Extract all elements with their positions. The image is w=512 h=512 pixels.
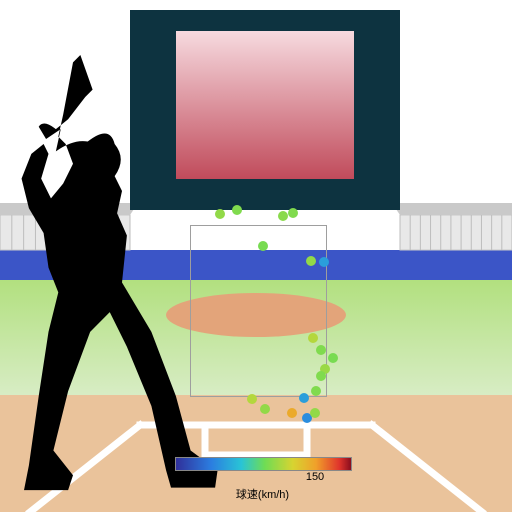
pitch-point (316, 371, 326, 381)
pitch-point (232, 205, 242, 215)
pitch-point (319, 257, 329, 267)
pitch-point (299, 393, 309, 403)
speed-colorbar: 100 150 球速(km/h) (175, 457, 350, 502)
pitch-point (247, 394, 257, 404)
colorbar-tick: 150 (306, 471, 324, 483)
pitch-chart-scene: 100 150 球速(km/h) (0, 0, 512, 512)
pitch-point (310, 408, 320, 418)
pitch-point (260, 404, 270, 414)
colorbar-tick: 100 (189, 471, 207, 483)
colorbar-ticks: 100 150 (175, 471, 350, 485)
pitch-point (328, 353, 338, 363)
pitch-point (287, 408, 297, 418)
pitch-point (288, 208, 298, 218)
pitch-point (258, 241, 268, 251)
pitch-point (306, 256, 316, 266)
batter-silhouette (0, 55, 220, 500)
pitch-point (308, 333, 318, 343)
pitch-point (278, 211, 288, 221)
pitch-point (316, 345, 326, 355)
colorbar-label: 球速(km/h) (175, 486, 350, 502)
colorbar-gradient (175, 457, 352, 471)
pitch-point (311, 386, 321, 396)
